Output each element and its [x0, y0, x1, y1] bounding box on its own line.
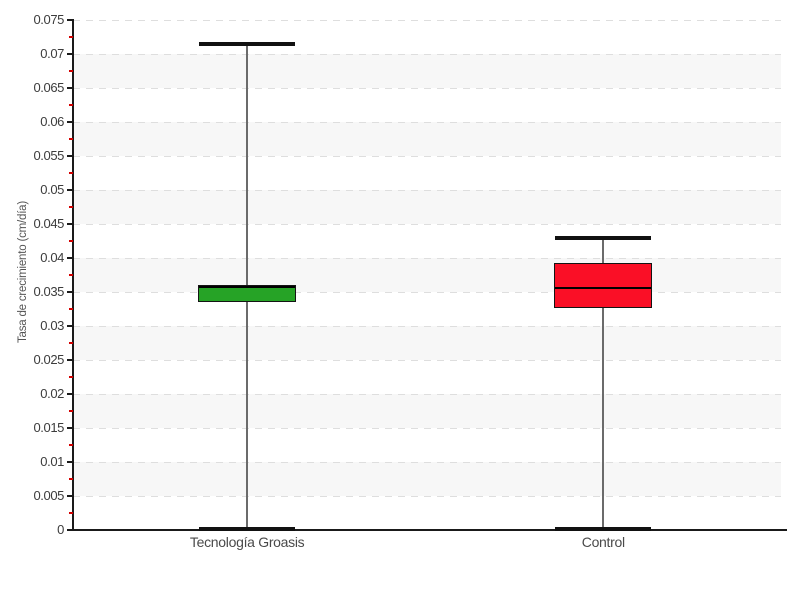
median-line [199, 286, 296, 289]
min-whisker-cap [555, 527, 652, 531]
gridline [73, 53, 781, 55]
gridline [73, 393, 781, 395]
lower-whisker-line [602, 307, 605, 530]
y-major-tick [67, 461, 73, 463]
y-minor-tick [69, 172, 73, 174]
y-axis-line [72, 19, 74, 531]
y-major-tick [67, 257, 73, 259]
background-band [73, 190, 781, 224]
x-tick-label: Tecnología Groasis [189, 534, 305, 550]
y-tick-label: 0.055 [33, 148, 64, 163]
gridline [73, 189, 781, 191]
y-tick-label: 0.025 [33, 352, 64, 367]
y-minor-tick [69, 36, 73, 38]
y-tick-label: 0.04 [40, 250, 64, 265]
plot-area [73, 19, 781, 530]
y-minor-tick [69, 444, 73, 446]
lower-whisker-line [246, 302, 249, 530]
y-tick-label: 0.005 [33, 488, 64, 503]
y-minor-tick [69, 478, 73, 480]
x-tick-label: Control [581, 534, 625, 550]
y-tick-label: 0.01 [40, 454, 64, 469]
y-minor-tick [69, 376, 73, 378]
y-tick-label: 0.065 [33, 80, 64, 95]
y-tick-label: 0.02 [40, 386, 64, 401]
y-minor-tick [69, 104, 73, 106]
gridline [73, 19, 781, 21]
background-band [73, 258, 781, 292]
y-major-tick [67, 325, 73, 327]
y-tick-label: 0.015 [33, 420, 64, 435]
y-tick-label: 0.05 [40, 182, 64, 197]
upper-whisker-line [246, 43, 249, 286]
gridline [73, 427, 781, 429]
y-tick-label: 0.07 [40, 46, 64, 61]
box-control [554, 262, 653, 308]
y-minor-tick [69, 410, 73, 412]
gridline [73, 155, 781, 157]
y-minor-tick [69, 308, 73, 310]
y-tick-label: 0 [57, 522, 64, 537]
gridline [73, 291, 781, 293]
gridline [73, 257, 781, 259]
y-major-tick [67, 189, 73, 191]
y-minor-tick [69, 206, 73, 208]
min-whisker-cap [199, 527, 296, 531]
y-tick-label: 0.035 [33, 284, 64, 299]
background-band [73, 462, 781, 496]
background-band [73, 54, 781, 88]
x-axis-line [72, 529, 787, 531]
gridline [73, 223, 781, 225]
y-major-tick [67, 495, 73, 497]
gridline [73, 325, 781, 327]
y-minor-tick [69, 512, 73, 514]
y-major-tick [67, 19, 73, 21]
gridline [73, 87, 781, 89]
y-minor-tick [69, 342, 73, 344]
gridline [73, 461, 781, 463]
y-minor-tick [69, 70, 73, 72]
gridline [73, 495, 781, 497]
y-tick-label: 0.03 [40, 318, 64, 333]
background-band [73, 122, 781, 156]
y-major-tick [67, 53, 73, 55]
y-major-tick [67, 155, 73, 157]
median-line [555, 287, 652, 290]
y-major-tick [67, 121, 73, 123]
background-band [73, 394, 781, 428]
y-tick-label: 0.045 [33, 216, 64, 231]
y-minor-tick [69, 240, 73, 242]
y-minor-tick [69, 138, 73, 140]
box-tecnologia-groasis [198, 285, 297, 303]
max-whisker-cap [199, 41, 296, 46]
y-tick-label: 0.06 [40, 114, 64, 129]
y-major-tick [67, 529, 73, 531]
y-major-tick [67, 87, 73, 89]
y-major-tick [67, 291, 73, 293]
background-band [73, 326, 781, 360]
y-major-tick [67, 359, 73, 361]
y-major-tick [67, 427, 73, 429]
y-major-tick [67, 393, 73, 395]
y-minor-tick [69, 274, 73, 276]
gridline [73, 359, 781, 361]
upper-whisker-line [602, 238, 605, 263]
y-tick-label: 0.075 [33, 12, 64, 27]
max-whisker-cap [555, 236, 652, 241]
gridline [73, 121, 781, 123]
y-major-tick [67, 223, 73, 225]
